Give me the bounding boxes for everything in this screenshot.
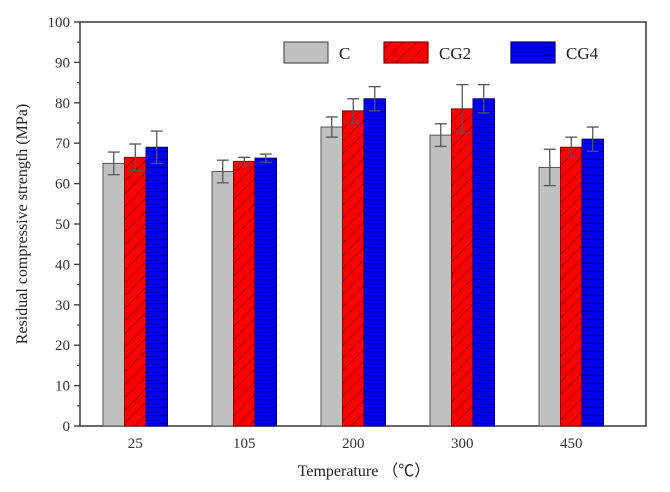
legend-swatch bbox=[283, 41, 329, 64]
legend: C CG2 CG4 bbox=[283, 41, 599, 64]
legend-swatch bbox=[510, 41, 556, 64]
error-bar-cg4-300 bbox=[477, 83, 490, 114]
legend-label: C bbox=[339, 44, 350, 63]
error-bar-cg2-105 bbox=[238, 156, 251, 167]
y-tick-label: 60 bbox=[55, 177, 70, 193]
x-axis: 25 105 200 300 450 bbox=[128, 436, 583, 452]
error-bar-cg2-25 bbox=[129, 143, 142, 172]
bar-cg2-300 bbox=[451, 108, 474, 427]
bars-layer bbox=[102, 98, 604, 427]
legend-label: CG4 bbox=[566, 44, 599, 63]
x-tick-label: 450 bbox=[560, 436, 583, 452]
error-bar-cg2-450 bbox=[565, 136, 578, 158]
y-tick-label: 50 bbox=[55, 217, 70, 233]
error-bars-layer bbox=[107, 83, 599, 187]
bar-cg2-105 bbox=[233, 160, 256, 427]
error-bar-c-25 bbox=[107, 151, 120, 176]
x-tick-label: 300 bbox=[451, 436, 474, 452]
legend-label: CG2 bbox=[439, 44, 471, 63]
y-tick-label: 100 bbox=[48, 15, 71, 31]
bar-c-300 bbox=[429, 134, 452, 427]
bar-cg2-200 bbox=[342, 110, 365, 427]
y-axis: 0 10 20 30 40 50 60 70 80 90 100 bbox=[48, 15, 80, 435]
error-bar-cg4-105 bbox=[259, 153, 272, 163]
y-tick-label: 30 bbox=[55, 298, 70, 314]
bar-c-450 bbox=[538, 166, 561, 427]
error-bar-c-105 bbox=[216, 159, 229, 184]
x-tick-label: 200 bbox=[342, 436, 365, 452]
error-bar-c-200 bbox=[325, 116, 338, 138]
y-tick-label: 0 bbox=[63, 419, 71, 435]
error-bar-c-450 bbox=[543, 148, 556, 187]
y-tick-label: 80 bbox=[55, 96, 70, 112]
y-tick-label: 90 bbox=[55, 55, 70, 71]
x-tick-label: 25 bbox=[128, 436, 143, 452]
error-bar-cg4-200 bbox=[368, 85, 381, 112]
bar-cg4-300 bbox=[472, 98, 495, 427]
bar-cg2-25 bbox=[124, 156, 147, 427]
bar-c-105 bbox=[211, 170, 234, 427]
error-bar-cg4-450 bbox=[586, 126, 599, 152]
error-bar-cg2-200 bbox=[347, 98, 360, 124]
bar-c-200 bbox=[320, 126, 343, 427]
error-bar-cg4-25 bbox=[150, 130, 163, 165]
bar-cg2-450 bbox=[560, 146, 583, 427]
y-tick-label: 40 bbox=[55, 257, 70, 273]
error-bar-cg2-300 bbox=[456, 83, 469, 134]
bar-cg4-200 bbox=[363, 98, 386, 427]
legend-item-cg2: CG2 bbox=[383, 41, 471, 64]
bar-c-25 bbox=[102, 162, 125, 427]
y-axis-title: Residual compressive strength (MPa) bbox=[14, 104, 31, 344]
y-tick-label: 20 bbox=[55, 338, 70, 354]
legend-item-c: C bbox=[283, 41, 350, 64]
x-tick-label: 105 bbox=[233, 436, 256, 452]
y-tick-label: 10 bbox=[55, 379, 70, 395]
legend-item-cg4: CG4 bbox=[510, 41, 599, 64]
y-tick-label: 70 bbox=[55, 136, 70, 152]
x-axis-title: Temperature （℃） bbox=[298, 462, 431, 480]
bar-cg4-25 bbox=[145, 146, 168, 427]
error-bar-c-300 bbox=[434, 123, 447, 148]
bar-cg4-450 bbox=[581, 138, 604, 427]
bar-cg4-105 bbox=[254, 157, 277, 427]
legend-swatch bbox=[383, 41, 429, 64]
